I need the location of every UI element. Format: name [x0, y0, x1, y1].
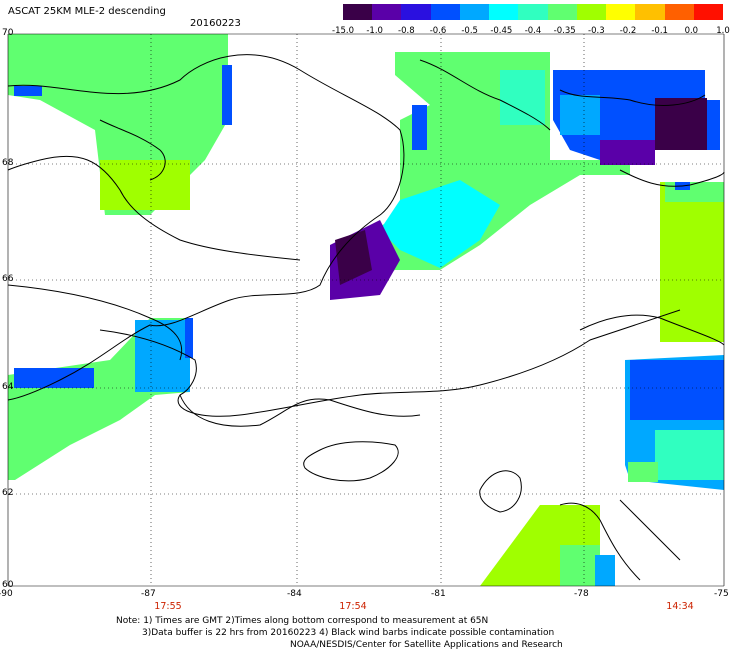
map-title: ASCAT 25KM MLE-2 descending — [8, 6, 166, 17]
coastline-northeast-shore — [619, 169, 725, 187]
coastline-north-island — [559, 89, 706, 106]
swath-northwest-yellowgreen — [100, 160, 190, 210]
coastline-peninsula — [7, 155, 301, 261]
colorbar-swatch — [430, 4, 460, 20]
coastline-island — [303, 441, 399, 482]
colorbar-label: -0.5 — [461, 26, 478, 36]
colorbar-swatch — [664, 4, 694, 20]
coastline-fjord — [99, 119, 166, 181]
swath-north-center-blue — [412, 105, 427, 150]
latitude-label: 66 — [2, 274, 14, 284]
data-swaths — [8, 34, 724, 586]
colorbar-swatch — [606, 4, 636, 20]
colorbar-swatch — [547, 4, 577, 20]
colorbar-label: 0.0 — [684, 26, 699, 36]
coastline-strait — [419, 59, 551, 131]
colorbar-swatch — [693, 4, 724, 20]
swath-southwest-blue — [14, 368, 94, 388]
swath-southeast-green — [628, 462, 658, 482]
colorbar-label: -0.1 — [651, 26, 668, 36]
coastline-southeast — [559, 499, 681, 581]
swath-east-green — [665, 182, 724, 202]
coastline-island-small — [479, 470, 522, 513]
colorbar-swatch — [489, 4, 519, 20]
swath-southwest-cyan — [135, 320, 190, 392]
swath-northeast-violet — [600, 140, 655, 165]
longitude-label: -87 — [141, 589, 156, 599]
swath-northwest-edge — [222, 65, 232, 125]
colorbar-swatch — [518, 4, 548, 20]
swath-northwest-edge — [14, 86, 42, 96]
colorbar-label: -0.6 — [429, 26, 447, 36]
latitude-label: 62 — [2, 488, 14, 498]
latitude-label: 60 — [2, 580, 14, 590]
map-grid — [7, 33, 725, 587]
swath-south-cyan — [595, 555, 615, 586]
longitude-label: -75 — [714, 589, 729, 599]
swath-southeast-blue — [630, 360, 724, 420]
colorbar-label: -0.45 — [490, 26, 513, 36]
coastline-southcoast — [99, 309, 681, 417]
colorbar-swatch — [343, 4, 373, 20]
swath-south-green — [560, 545, 600, 586]
coastline-inlet — [7, 284, 183, 361]
colorbar-label: -0.3 — [588, 26, 605, 36]
latitude-label: 70 — [2, 28, 14, 38]
colorbar-label: 1.0 — [716, 26, 730, 36]
longitude-label: -81 — [431, 589, 446, 599]
colorbar-swatch — [459, 4, 490, 20]
colorbar-label: -0.35 — [553, 26, 576, 36]
pass-time-label: 17:54 — [339, 601, 367, 612]
swath-north-center-teal — [500, 70, 545, 125]
colorbar-label: -0.8 — [398, 26, 415, 36]
longitude-label: -84 — [287, 589, 302, 599]
pass-time-label: 14:34 — [666, 601, 694, 612]
coastline-east — [579, 314, 725, 346]
colorbar-swatch — [372, 4, 402, 20]
latitude-label: 64 — [2, 382, 14, 392]
colorbar-swatch — [635, 4, 665, 20]
note-line-2: 3)Data buffer is 22 hrs from 20160223 4)… — [142, 628, 555, 638]
note-line-3: NOAA/NESDIS/Center for Satellite Applica… — [290, 640, 563, 650]
swath-north-center-dark — [335, 230, 372, 285]
longitude-label: -90 — [0, 589, 13, 599]
colorbar-label: -1.0 — [366, 26, 383, 36]
map-date: 20160223 — [190, 18, 241, 29]
colorbar-swatch — [576, 4, 607, 20]
swath-north-center-cyan — [380, 180, 500, 268]
swath-northeast-dark — [655, 98, 707, 150]
colorbar-labels: -15.0 -1.0 -0.8 -0.6 -0.5 -0.45 -0.4 -0.35 -0.3 -… — [332, 26, 730, 38]
swath-southeast-teal — [655, 430, 724, 480]
colorbar — [343, 4, 724, 20]
latitude-label: 68 — [2, 158, 14, 168]
colorbar-label: -0.2 — [619, 26, 637, 36]
longitude-label: -78 — [574, 589, 589, 599]
swath-southwest-edge — [185, 318, 193, 358]
coastline-island-ring — [179, 394, 421, 427]
swath-northeast-lightblue — [560, 95, 600, 135]
swath-east — [660, 182, 724, 342]
coastline-north — [7, 54, 405, 401]
colorbar-label: -0.4 — [524, 26, 542, 36]
pass-time-label: 17:55 — [154, 601, 182, 612]
colorbar-label: -15.0 — [332, 26, 354, 36]
colorbar-swatch — [401, 4, 431, 20]
note-line-1: Note: 1) Times are GMT 2)Times along bot… — [116, 616, 489, 626]
coastlines — [7, 54, 725, 581]
